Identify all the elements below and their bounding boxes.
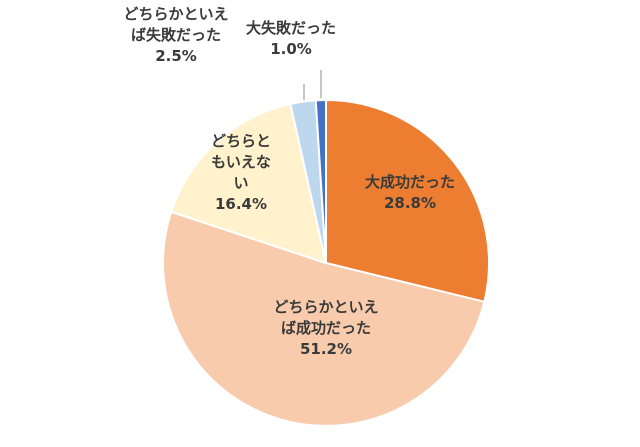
slice-category-label-2-line-1: もいえな <box>211 153 271 171</box>
slice-category-label-4-line-0: 大失敗だった <box>246 19 336 37</box>
slice-value-label-4: 1.0% <box>270 40 312 58</box>
slice-category-label-0-line-0: 大成功だった <box>365 173 455 191</box>
slice-category-label-1-line-1: ば成功だった <box>281 319 371 337</box>
slice-value-label-0: 28.8% <box>384 194 436 212</box>
slice-value-label-2: 16.4% <box>215 195 267 213</box>
pie-slice-1 <box>162 210 486 427</box>
slice-category-label-2-line-0: どちらと <box>211 132 271 150</box>
slice-value-label-3: 2.5% <box>155 47 197 65</box>
slice-category-label-2-line-2: い <box>233 174 248 192</box>
pie-slices <box>162 98 490 427</box>
leader-lines <box>303 70 322 100</box>
slice-category-label-3-line-0: どちらかといえ <box>123 5 228 23</box>
pie-slice-0 <box>325 98 490 304</box>
slice-category-label-1-line-0: どちらかといえ <box>273 298 378 316</box>
pie-slice-2 <box>169 102 328 265</box>
pie-slice-4 <box>314 98 327 264</box>
slice-labels: 大成功だった28.8%どちらかといえば成功だった51.2%どちらともいえない16… <box>123 5 455 358</box>
slice-value-label-1: 51.2% <box>300 340 352 358</box>
slice-category-label-3-line-1: ば失敗だった <box>131 26 221 44</box>
